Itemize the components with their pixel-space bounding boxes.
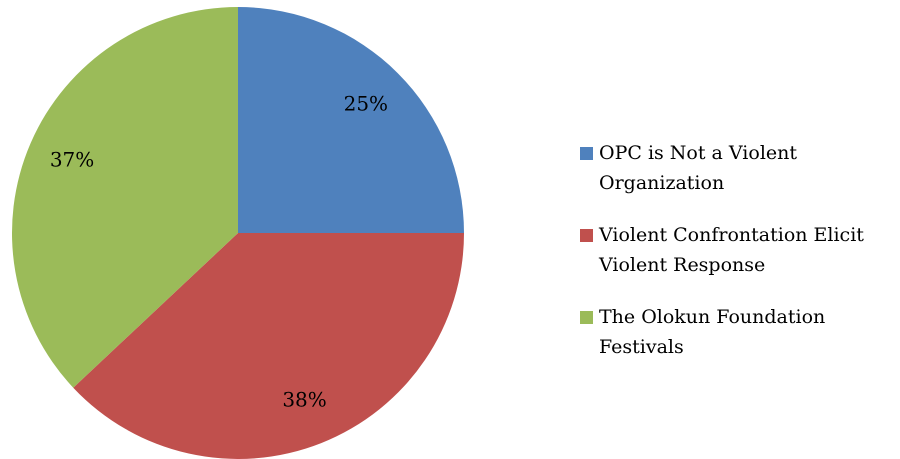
pie-slice bbox=[12, 7, 238, 388]
legend-label: Violent Confrontation Elicit Violent Res… bbox=[599, 224, 864, 276]
legend-swatch bbox=[580, 147, 593, 160]
legend: OPC is Not a Violent Organization Violent… bbox=[580, 138, 898, 384]
pie-slice bbox=[73, 233, 465, 459]
legend-item: OPC is Not a Violent Organization bbox=[580, 138, 898, 198]
legend-label: OPC is Not a Violent Organization bbox=[599, 142, 798, 194]
data-label: 25% bbox=[344, 92, 388, 116]
legend-swatch bbox=[580, 229, 593, 242]
data-label: 38% bbox=[282, 388, 326, 412]
legend-label: The Olokun Foundation Festivals bbox=[599, 306, 826, 358]
pie-slice bbox=[238, 7, 464, 233]
legend-swatch bbox=[580, 311, 593, 324]
legend-item: Violent Confrontation Elicit Violent Res… bbox=[580, 220, 898, 280]
legend-item: The Olokun Foundation Festivals bbox=[580, 302, 898, 362]
data-label: 37% bbox=[50, 148, 94, 172]
